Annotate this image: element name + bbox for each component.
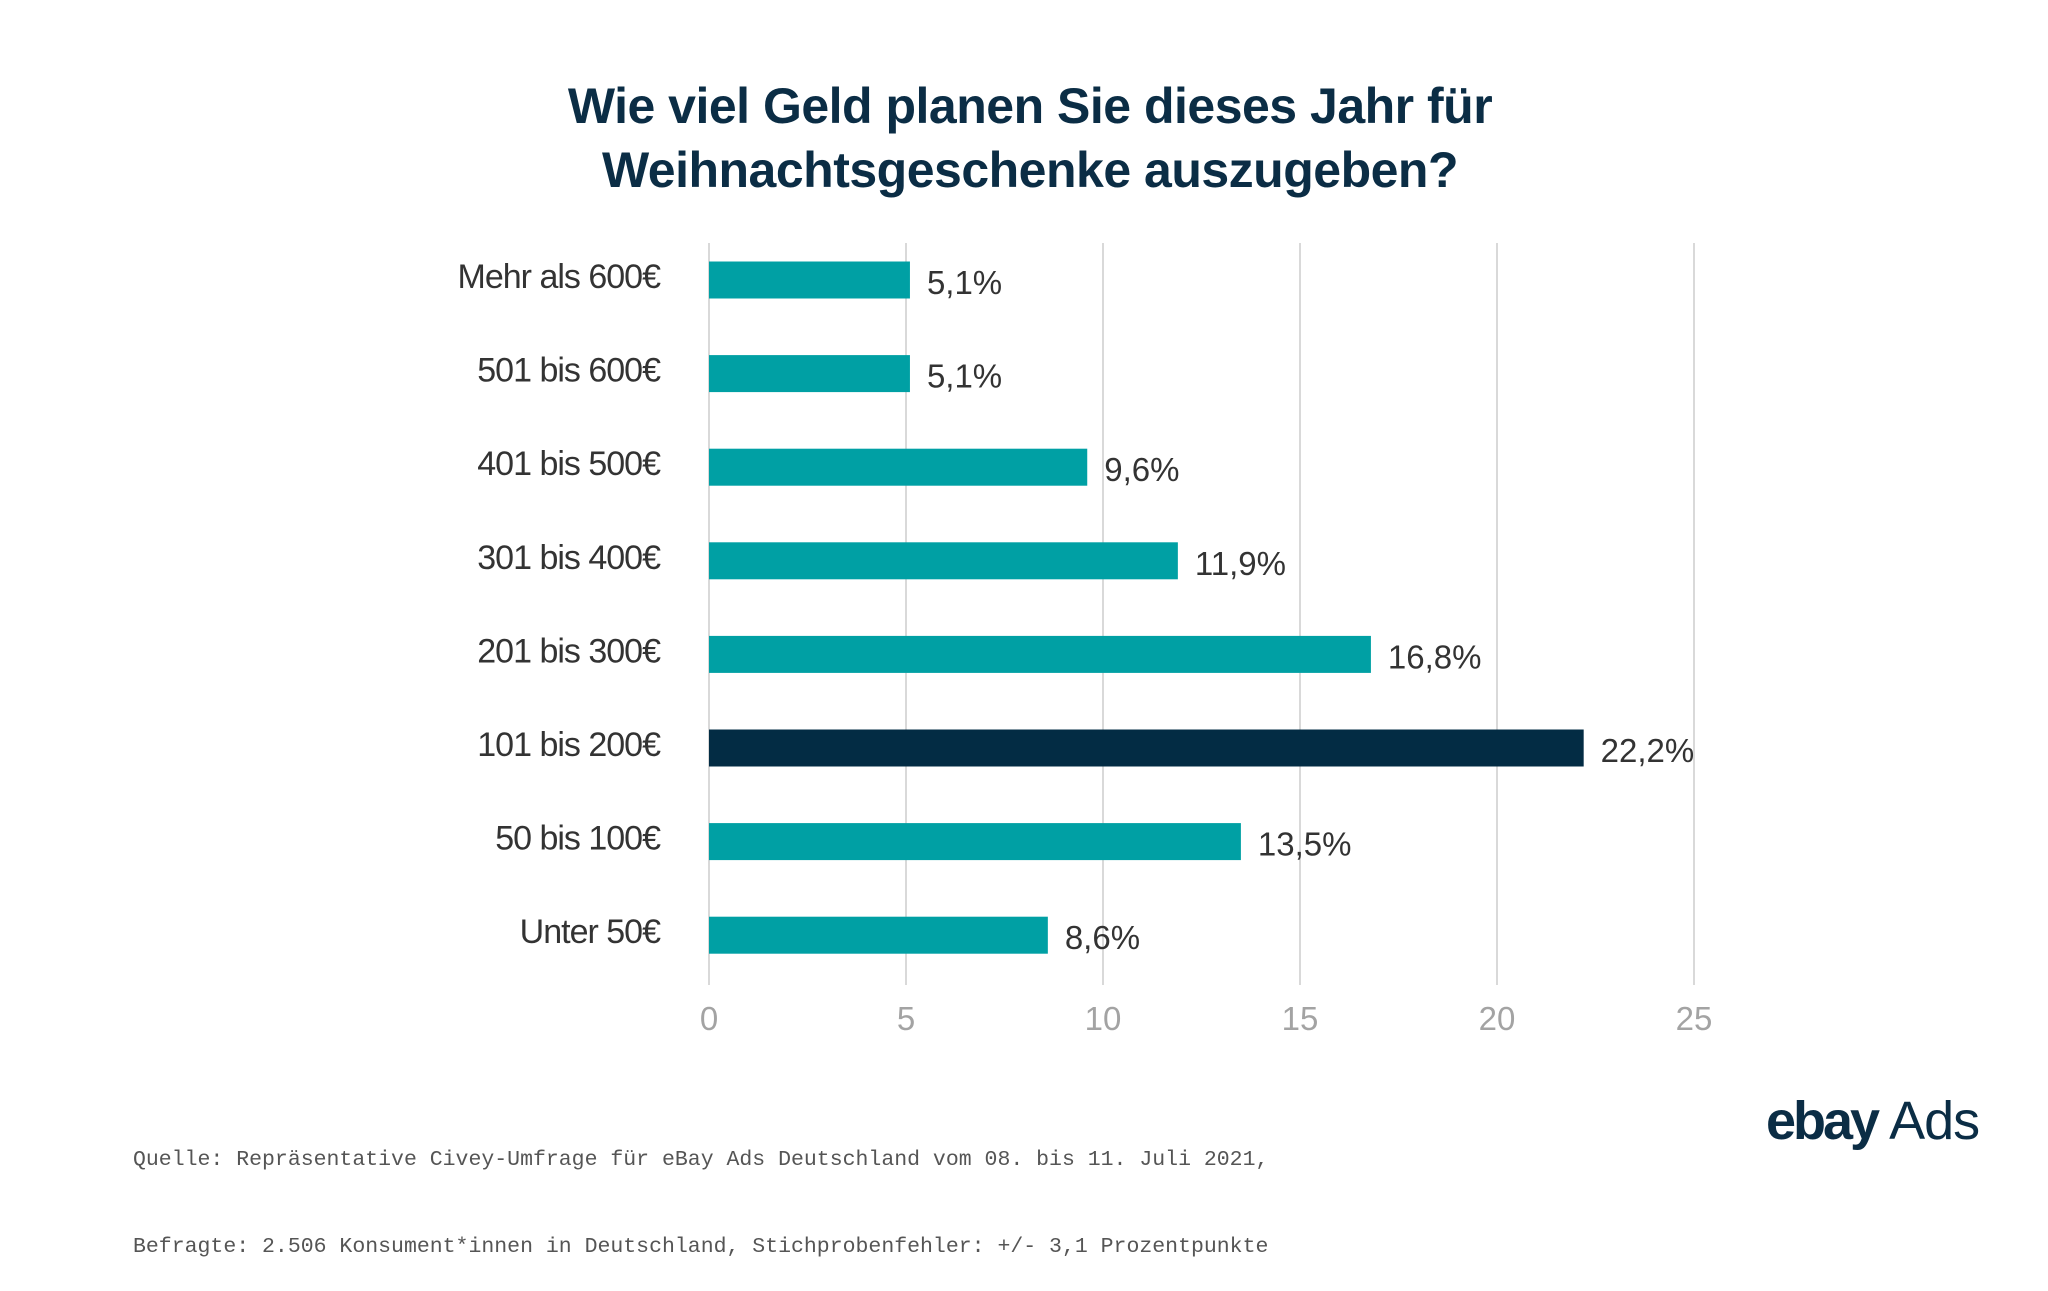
- category-label: 101 bis 200€: [477, 726, 661, 764]
- ebay-ads-logo: ebay Ads: [1766, 1090, 1980, 1152]
- category-label: 301 bis 400€: [477, 539, 661, 577]
- value-label: 13,5%: [1258, 826, 1352, 863]
- bar-6: [709, 823, 1241, 861]
- category-label: 201 bis 300€: [477, 632, 661, 670]
- category-label: 50 bis 100€: [495, 820, 661, 858]
- bar-7: [709, 916, 1048, 954]
- x-tick-label: 5: [897, 1000, 915, 1037]
- bar-chart: Mehr als 600€ 501 bis 600€ 401 bis 500€ 301…: [458, 243, 1713, 1037]
- bars: [709, 261, 1584, 954]
- bar-5: [709, 729, 1584, 767]
- bar-4: [709, 635, 1371, 673]
- bar-2: [709, 448, 1088, 486]
- category-label: 401 bis 500€: [477, 445, 661, 483]
- value-labels: 5,1% 5,1% 9,6% 11,9% 16,8% 22,2% 13,5% 8,6%: [927, 264, 1694, 956]
- source-line-2: Befragte: 2.506 Konsument*innen in Deuts…: [133, 1235, 1269, 1259]
- value-label: 8,6%: [1065, 919, 1140, 956]
- category-label: Unter 50€: [520, 913, 661, 951]
- category-label: Mehr als 600€: [458, 258, 662, 296]
- chart-title: Wie viel Geld planen Sie dieses Jahr für…: [0, 74, 2048, 202]
- gridlines: [708, 243, 1695, 985]
- bar-1: [709, 355, 910, 393]
- value-label: 5,1%: [927, 264, 1002, 301]
- x-tick-label: 20: [1479, 1000, 1516, 1037]
- category-label: 501 bis 600€: [477, 352, 661, 390]
- x-axis-tick-labels: 0 5 10 15 20 25: [700, 1000, 1713, 1037]
- logo-product: Ads: [1889, 1091, 1980, 1151]
- x-tick-label: 25: [1676, 1000, 1713, 1037]
- x-tick-label: 15: [1282, 1000, 1319, 1037]
- x-tick-label: 0: [700, 1000, 718, 1037]
- value-label: 11,9%: [1195, 545, 1286, 582]
- value-label: 5,1%: [927, 358, 1002, 395]
- x-tick-label: 10: [1085, 1000, 1122, 1037]
- bar-3: [709, 542, 1178, 580]
- source-line-1: Quelle: Repräsentative Civey-Umfrage für…: [133, 1148, 1269, 1172]
- value-label: 22,2%: [1601, 732, 1695, 769]
- chart-title-line-1: Wie viel Geld planen Sie dieses Jahr für: [567, 78, 1493, 134]
- category-labels: Mehr als 600€ 501 bis 600€ 401 bis 500€ 301…: [458, 258, 663, 951]
- logo-brand: ebay: [1766, 1091, 1880, 1151]
- bar-0: [709, 261, 910, 299]
- value-label: 9,6%: [1104, 451, 1179, 488]
- value-label: 16,8%: [1388, 638, 1482, 675]
- source-note: Quelle: Repräsentative Civey-Umfrage für…: [133, 1088, 1268, 1291]
- chart-title-line-2: Weihnachtsgeschenke auszugeben?: [601, 142, 1459, 198]
